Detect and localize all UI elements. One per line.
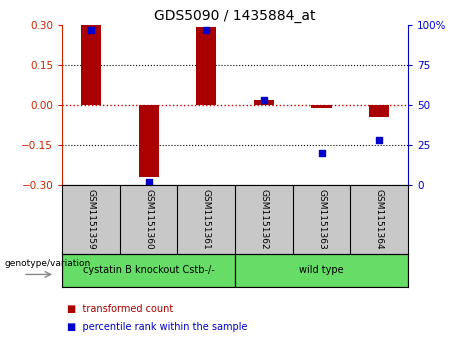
Bar — [235, 254, 408, 287]
Text: GSM1151363: GSM1151363 — [317, 189, 326, 249]
Bar — [312, 105, 331, 108]
Bar — [81, 25, 101, 105]
Point — [260, 98, 267, 103]
Point — [202, 27, 210, 33]
Title: GDS5090 / 1435884_at: GDS5090 / 1435884_at — [154, 9, 316, 23]
Point — [88, 27, 95, 33]
Bar — [62, 254, 235, 287]
Text: GSM1151362: GSM1151362 — [260, 189, 268, 249]
Bar — [369, 105, 389, 117]
Text: genotype/variation: genotype/variation — [5, 259, 91, 268]
Text: ■  percentile rank within the sample: ■ percentile rank within the sample — [67, 322, 248, 332]
Bar — [196, 27, 216, 105]
Point — [145, 179, 152, 185]
Text: cystatin B knockout Cstb-/-: cystatin B knockout Cstb-/- — [83, 265, 214, 276]
Bar — [139, 105, 159, 177]
Text: GSM1151360: GSM1151360 — [144, 189, 153, 249]
Point — [318, 150, 325, 156]
Text: GSM1151364: GSM1151364 — [375, 189, 384, 249]
Text: GSM1151359: GSM1151359 — [87, 189, 95, 249]
Text: GSM1151361: GSM1151361 — [202, 189, 211, 249]
Text: wild type: wild type — [299, 265, 344, 276]
Text: ■  transformed count: ■ transformed count — [67, 303, 173, 314]
Bar — [254, 101, 274, 105]
Point — [375, 138, 383, 143]
